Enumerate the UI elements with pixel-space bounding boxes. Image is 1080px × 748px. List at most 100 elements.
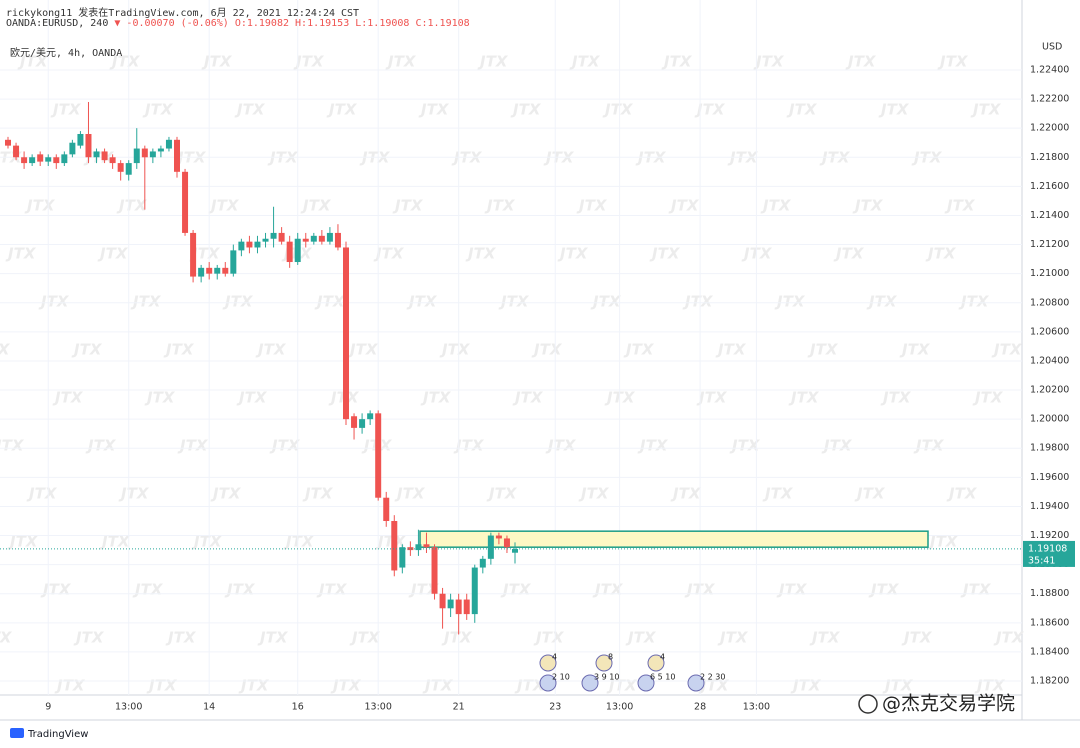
event-label: 2 2 30 bbox=[700, 673, 725, 682]
watermark: JTX bbox=[314, 293, 346, 311]
watermark: JTX bbox=[533, 629, 565, 647]
price-axis-bg bbox=[1022, 0, 1080, 720]
watermark: JTX bbox=[238, 677, 270, 695]
watermark: JTX bbox=[991, 341, 1023, 359]
watermark: JTX bbox=[52, 389, 84, 407]
watermark: JTX bbox=[165, 629, 197, 647]
watermark: JTX bbox=[937, 53, 969, 71]
watermark: JTX bbox=[349, 629, 381, 647]
watermark: JTX bbox=[913, 437, 945, 455]
candle-body bbox=[21, 157, 28, 164]
watermark: JTX bbox=[7, 533, 39, 551]
event-icon bbox=[595, 654, 613, 672]
watermark: JTX bbox=[868, 581, 900, 599]
candle-body bbox=[326, 232, 333, 242]
y-tick-label: 1.20200 bbox=[1030, 385, 1069, 396]
watermark: JTX bbox=[545, 437, 577, 455]
y-tick-label: 1.19800 bbox=[1030, 443, 1069, 454]
watermark: JTX bbox=[972, 389, 1004, 407]
watermark: JTX bbox=[418, 101, 450, 119]
watermark: JTX bbox=[132, 581, 164, 599]
watermark: JTX bbox=[510, 101, 542, 119]
watermark: JTX bbox=[99, 533, 131, 551]
candle-body bbox=[479, 558, 486, 568]
last-price-box bbox=[1023, 540, 1075, 567]
watermark: JTX bbox=[531, 341, 563, 359]
y-tick-label: 1.21200 bbox=[1030, 239, 1069, 250]
candle-body bbox=[399, 547, 406, 568]
watermark: JTX bbox=[500, 581, 532, 599]
watermark: JTX bbox=[694, 101, 726, 119]
legend: 欧元/美元, 4h, OANDA bbox=[10, 48, 123, 59]
candle-body bbox=[302, 238, 309, 242]
watermark: JTX bbox=[40, 581, 72, 599]
watermark: JTX bbox=[760, 197, 792, 215]
candle-body bbox=[294, 238, 301, 263]
candle-body bbox=[439, 593, 446, 609]
x-tick-label: 21 bbox=[453, 702, 465, 713]
watermark: JTX bbox=[441, 629, 473, 647]
watermark: JTX bbox=[385, 53, 417, 71]
candle-body bbox=[45, 157, 52, 162]
event-label: 4 bbox=[552, 653, 557, 662]
watermark: JTX bbox=[420, 389, 452, 407]
candle-body bbox=[359, 419, 366, 428]
watermark: JTX bbox=[776, 581, 808, 599]
watermark: JTX bbox=[790, 677, 822, 695]
currency: USD bbox=[1042, 42, 1062, 53]
low: L:1.19008 bbox=[355, 18, 410, 29]
watermark: JTX bbox=[866, 293, 898, 311]
candle-body bbox=[190, 232, 197, 277]
y-tick-label: 1.21400 bbox=[1030, 210, 1069, 221]
watermark: JTX bbox=[208, 197, 240, 215]
watermark: JTX bbox=[257, 629, 289, 647]
watermark: JTX bbox=[210, 485, 242, 503]
watermark: JTX bbox=[717, 629, 749, 647]
watermark: JTX bbox=[17, 53, 49, 71]
watermark: JTX bbox=[852, 197, 884, 215]
watermark: JTX bbox=[191, 533, 223, 551]
watermark: JTX bbox=[0, 341, 11, 359]
x-tick-label: 13:00 bbox=[364, 702, 391, 713]
watermark: JTX bbox=[222, 293, 254, 311]
watermark: JTX bbox=[854, 485, 886, 503]
candle-body bbox=[254, 241, 261, 248]
watermark: JTX bbox=[394, 485, 426, 503]
candle-body bbox=[455, 599, 462, 615]
watermark: JTX bbox=[375, 533, 407, 551]
candle-body bbox=[174, 139, 180, 172]
watermark: JTX bbox=[477, 53, 509, 71]
x-tick-label: 13:00 bbox=[743, 702, 770, 713]
candle-body bbox=[391, 520, 398, 571]
countdown: 35:41 bbox=[1028, 555, 1055, 566]
y-tick-label: 1.18600 bbox=[1030, 617, 1069, 628]
watermark: JTX bbox=[590, 293, 622, 311]
watermark: JTX bbox=[293, 53, 325, 71]
watermark: JTX bbox=[406, 293, 438, 311]
candle-body bbox=[334, 232, 341, 248]
watermark: JTX bbox=[453, 437, 485, 455]
candle-body bbox=[117, 163, 124, 172]
watermark: JTX bbox=[0, 629, 13, 647]
watermark: JTX bbox=[821, 437, 853, 455]
watermark: JTX bbox=[498, 293, 530, 311]
watermark: JTX bbox=[625, 629, 657, 647]
watermark: JTX bbox=[668, 197, 700, 215]
watermark: JTX bbox=[38, 293, 70, 311]
high: H:1.19153 bbox=[295, 18, 350, 29]
watermark: JTX bbox=[326, 101, 358, 119]
symbol: OANDA:EURUSD, 240 bbox=[6, 18, 109, 29]
y-tick-label: 1.18200 bbox=[1030, 676, 1069, 687]
candle-body bbox=[343, 247, 349, 420]
watermark: JTX bbox=[880, 389, 912, 407]
candle-body bbox=[69, 142, 76, 155]
candle-body bbox=[471, 567, 478, 615]
candle-body bbox=[206, 267, 213, 274]
watermark: JTX bbox=[130, 293, 162, 311]
watermark: JTX bbox=[422, 677, 454, 695]
candle-body bbox=[367, 413, 374, 420]
x-tick-label: 14 bbox=[203, 702, 215, 713]
y-tick-label: 1.19200 bbox=[1030, 530, 1069, 541]
watermark: JTX bbox=[774, 293, 806, 311]
